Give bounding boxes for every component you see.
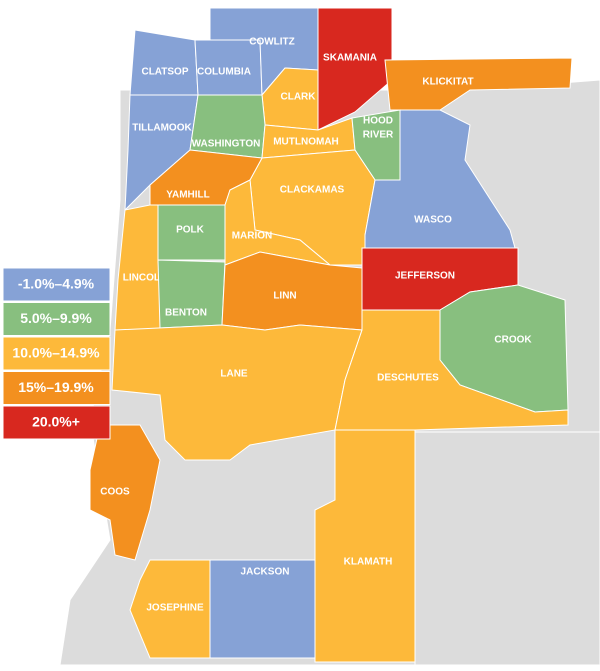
- county: [111, 324, 363, 461]
- legend-swatch: [2, 405, 111, 440]
- county: [314, 429, 416, 663]
- county: [89, 424, 161, 561]
- county: [334, 309, 569, 431]
- legend-label: 20.0%+: [32, 414, 80, 430]
- county-label: CLATSOP: [141, 67, 188, 78]
- county-label: HOOD: [363, 116, 393, 127]
- county-label: KLICKITAT: [422, 77, 473, 88]
- county-label: MARION: [232, 231, 273, 242]
- legend-swatch: [2, 336, 111, 371]
- legend-swatch: [2, 267, 111, 302]
- county-label: DESCHUTES: [377, 373, 439, 384]
- legend-label: 5.0%–9.9%: [20, 310, 92, 326]
- county-label: MUTLNOMAH: [273, 137, 339, 148]
- county-label: TILLAMOOK: [132, 123, 192, 134]
- county: [364, 109, 516, 249]
- county-label: COWLITZ: [249, 37, 295, 48]
- county-label: LANE: [220, 369, 248, 380]
- county-label: WASCO: [414, 215, 452, 226]
- county-label: BENTON: [165, 308, 207, 319]
- county-label: YAMHILL: [166, 190, 210, 201]
- county-label: POLK: [176, 225, 205, 236]
- county-label: LINCOLN: [123, 273, 167, 284]
- county-label: COOS: [100, 487, 130, 498]
- county-label: CLACKAMAS: [280, 185, 345, 196]
- legend-swatch: [2, 371, 111, 405]
- county-label: WASHINGTON: [192, 139, 261, 150]
- county: [129, 29, 199, 96]
- county-label: COLUMBIA: [197, 67, 251, 78]
- county-label: JEFFERSON: [395, 271, 455, 282]
- county: [129, 559, 211, 659]
- legend-label: 10.0%–14.9%: [12, 345, 100, 361]
- county-label: RIVER: [363, 130, 394, 141]
- county: [384, 57, 573, 111]
- county-label: LINN: [273, 291, 296, 302]
- legend-swatch: [2, 302, 111, 336]
- county-label: CLARK: [281, 92, 317, 103]
- county-label: JOSEPHINE: [146, 603, 204, 614]
- county-label: KLAMATH: [344, 557, 393, 568]
- county-label: JACKSON: [241, 567, 290, 578]
- legend-label: -1.0%–4.9%: [18, 276, 95, 292]
- county-label: CROOK: [494, 335, 532, 346]
- legend-label: 15%–19.9%: [18, 379, 94, 395]
- county-label: SKAMANIA: [323, 53, 377, 64]
